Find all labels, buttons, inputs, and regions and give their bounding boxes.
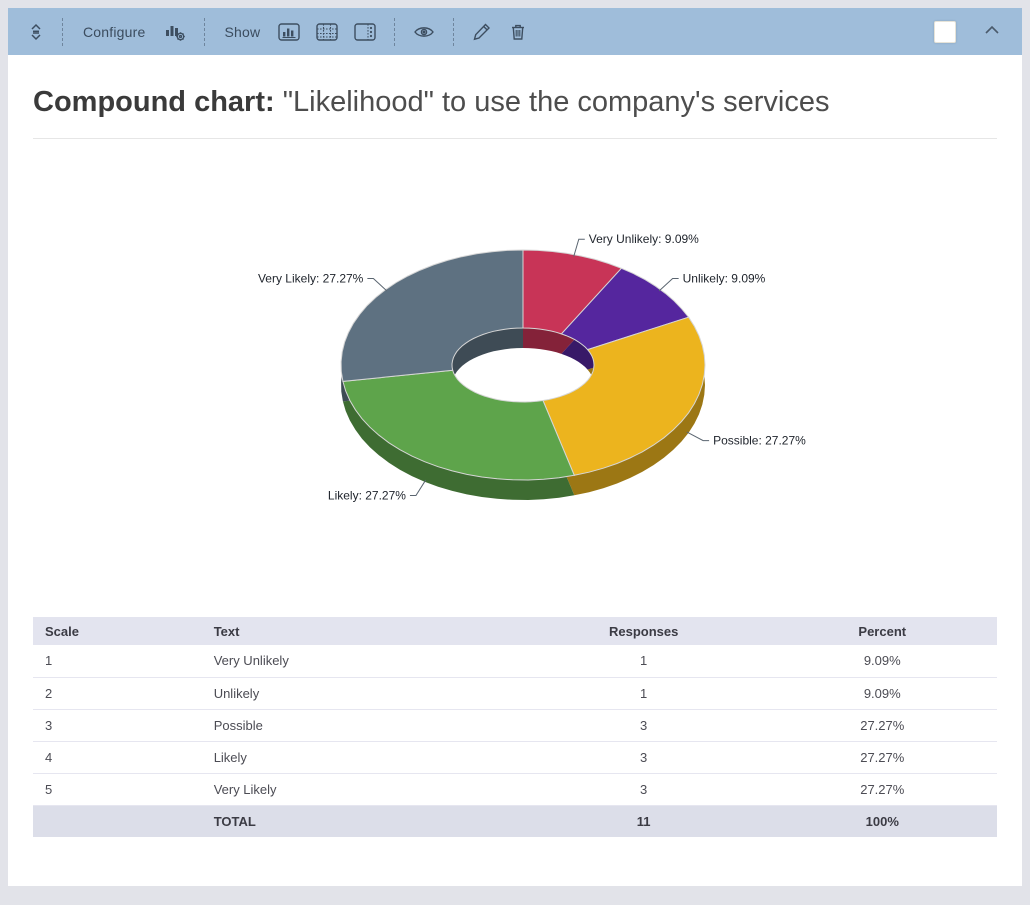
drag-handle-icon — [27, 22, 45, 42]
cell-scale: 2 — [33, 677, 202, 710]
chart-settings-icon — [163, 21, 187, 43]
cell-percent: 27.27% — [767, 709, 997, 742]
legend-panel-icon — [353, 22, 377, 42]
cell-percent: 27.27% — [767, 741, 997, 774]
chevron-up-icon — [982, 23, 1002, 40]
toolbar-divider — [394, 17, 396, 46]
drag-handle-button[interactable] — [20, 22, 52, 42]
table-row: 1 Very Unlikely 1 9.09% — [33, 645, 997, 678]
slice-label-0: Very Unlikely: 9.09% — [589, 232, 699, 246]
compound-chart-svg: Very Unlikely: 9.09% Unlikely: 9.09% Possi… — [258, 232, 806, 503]
slice-label-1: Unlikely: 9.09% — [683, 272, 766, 286]
cell-responses: 3 — [519, 741, 768, 774]
cell-percent: 9.09% — [767, 677, 997, 710]
total-percent: 100% — [767, 805, 997, 837]
eye-icon — [412, 22, 436, 42]
show-label: Show — [224, 23, 261, 40]
table-total-row: TOTAL 11 100% — [33, 805, 997, 837]
cell-responses: 1 — [519, 677, 768, 710]
data-table-icon — [315, 22, 339, 42]
slice-label-3: Likely: 27.27% — [328, 489, 406, 503]
toolbar-divider — [453, 17, 455, 46]
col-header-responses: Responses — [519, 617, 768, 645]
pie-slice-3[interactable] — [342, 369, 576, 481]
results-table: Scale Text Responses Percent 1 Very Unli… — [33, 617, 997, 837]
preview-button[interactable] — [405, 22, 443, 42]
show-table-button[interactable] — [308, 22, 346, 42]
leader-line-3 — [409, 479, 427, 497]
page-title-prefix: Compound chart: — [33, 86, 275, 118]
cell-scale: 5 — [33, 773, 202, 806]
title-divider — [33, 138, 997, 139]
widget-content: Compound chart: "Likelihood" to use the … — [8, 55, 1022, 837]
cell-scale: 1 — [33, 645, 202, 678]
page-title-question: "Likelihood" to use the company's servic… — [274, 86, 830, 118]
cell-scale: 3 — [33, 709, 202, 742]
cell-responses: 1 — [519, 645, 768, 678]
pencil-icon — [471, 22, 493, 42]
delete-button[interactable] — [500, 22, 536, 42]
edit-button[interactable] — [464, 22, 500, 42]
leader-line-1 — [658, 278, 679, 292]
table-row: 5 Very Likely 3 27.27% — [33, 773, 997, 806]
cell-scale — [33, 805, 202, 837]
chart-widget-card: Configure Show — [8, 8, 1022, 886]
page-title: Compound chart: "Likelihood" to use the … — [33, 83, 997, 121]
show-legend-button[interactable] — [346, 22, 384, 42]
col-header-scale: Scale — [33, 617, 202, 645]
col-header-percent: Percent — [767, 617, 997, 645]
cell-scale: 4 — [33, 741, 202, 774]
col-header-text: Text — [201, 617, 520, 645]
configure-label: Configure — [83, 23, 146, 40]
table-header-row: Scale Text Responses Percent — [33, 617, 997, 645]
cell-text: Very Unlikely — [201, 645, 520, 678]
collapse-button[interactable] — [982, 23, 1002, 40]
total-responses: 11 — [519, 805, 768, 837]
compound-chart: Very Unlikely: 9.09% Unlikely: 9.09% Possi… — [33, 139, 997, 607]
cell-text: Possible — [201, 709, 520, 742]
bar-chart-icon — [277, 22, 301, 42]
trash-icon — [507, 22, 529, 42]
table-row: 4 Likely 3 27.27% — [33, 741, 997, 774]
slice-label-4: Very Likely: 27.27% — [258, 272, 364, 286]
configure-chart-button[interactable] — [156, 21, 194, 43]
show-chart-button[interactable] — [270, 22, 308, 42]
slice-label-2: Possible: 27.27% — [713, 434, 806, 448]
widget-toolbar: Configure Show — [8, 8, 1022, 55]
cell-percent: 9.09% — [767, 645, 997, 678]
toolbar-divider — [203, 17, 205, 46]
cell-text: Unlikely — [201, 677, 520, 710]
leader-line-0 — [573, 238, 585, 257]
cell-responses: 3 — [519, 709, 768, 742]
leader-line-4 — [367, 278, 388, 292]
leader-line-2 — [686, 431, 710, 442]
total-label: TOTAL — [201, 805, 520, 837]
select-widget-checkbox[interactable] — [934, 20, 956, 43]
cell-responses: 3 — [519, 773, 768, 806]
table-row: 2 Unlikely 1 9.09% — [33, 677, 997, 710]
table-row: 3 Possible 3 27.27% — [33, 709, 997, 742]
pie-slice-4[interactable] — [340, 249, 524, 382]
cell-percent: 27.27% — [767, 773, 997, 806]
toolbar-divider — [62, 17, 63, 46]
cell-text: Likely — [201, 741, 520, 774]
cell-text: Very Likely — [201, 773, 520, 806]
